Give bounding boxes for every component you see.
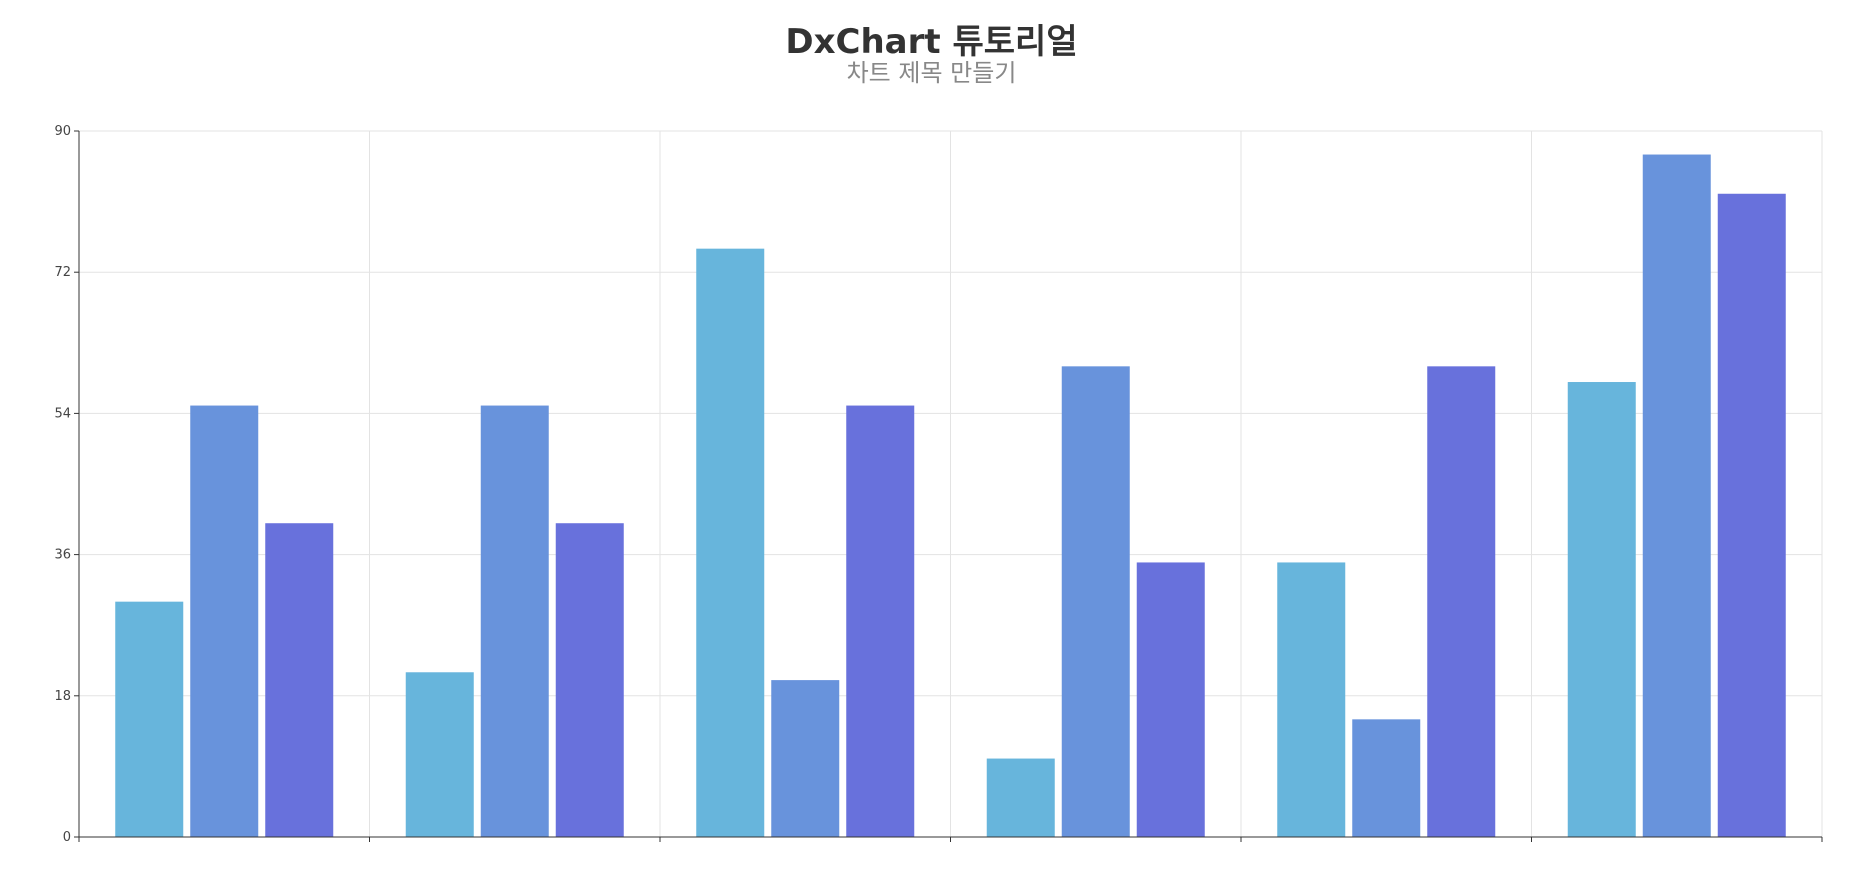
bar — [771, 680, 840, 837]
bar — [480, 405, 549, 837]
bar — [1717, 193, 1786, 837]
bar — [265, 523, 334, 837]
y-tick-label: 54 — [54, 406, 71, 421]
y-tick-label: 0 — [63, 830, 71, 845]
y-tick-label: 36 — [54, 548, 71, 563]
bar — [115, 601, 184, 837]
y-tick-label: 90 — [54, 124, 71, 139]
bar — [405, 672, 474, 837]
y-tick-label: 18 — [54, 689, 71, 704]
y-tick-label: 72 — [54, 265, 71, 280]
bar — [1136, 562, 1205, 837]
bar — [986, 758, 1055, 837]
chart-subtitle: 차트 제목 만들기 — [846, 59, 1017, 87]
bar — [1277, 562, 1346, 837]
bar — [1061, 366, 1130, 837]
chart-title: DxChart 튜토리얼 — [785, 22, 1078, 62]
axis-layer: 0 18 36 54 72 90 — [54, 124, 1823, 845]
bar-layer — [115, 154, 1786, 838]
bar — [1642, 154, 1711, 838]
grid-layer — [79, 130, 1823, 837]
bar — [1352, 719, 1421, 837]
bar — [1567, 382, 1636, 837]
bar — [696, 248, 765, 837]
bar — [846, 405, 915, 837]
bar — [190, 405, 259, 837]
bar — [555, 523, 624, 837]
bar — [1427, 366, 1496, 837]
